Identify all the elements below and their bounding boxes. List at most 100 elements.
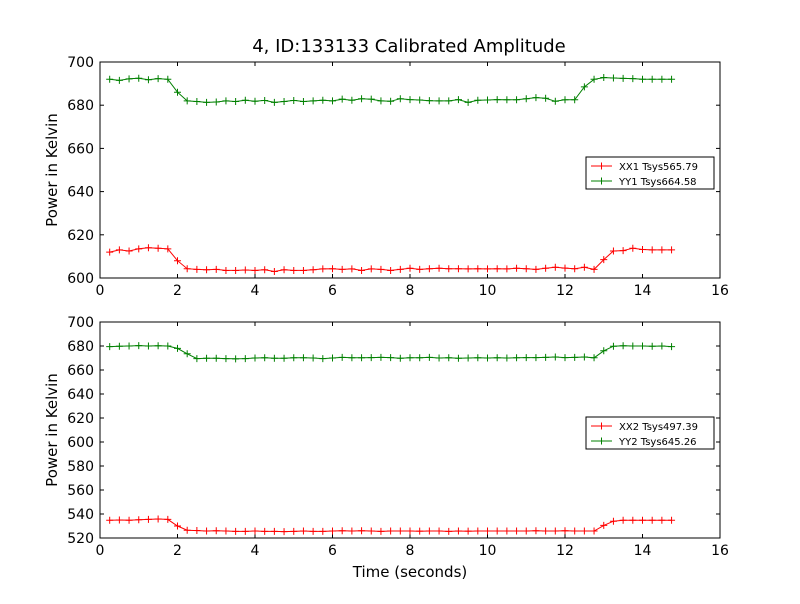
data-point [464, 265, 472, 273]
data-point [241, 266, 249, 274]
data-point [299, 98, 307, 106]
data-point [648, 75, 656, 83]
data-point [425, 527, 433, 535]
data-point [115, 76, 123, 84]
data-point [474, 527, 482, 535]
data-point [561, 96, 569, 104]
data-point [648, 342, 656, 350]
data-point [193, 355, 201, 363]
data-point [532, 94, 540, 102]
data-point [493, 265, 501, 273]
legend-box [585, 156, 715, 190]
data-point [474, 265, 482, 273]
data-point [522, 95, 530, 103]
y-tick-label: 620 [67, 411, 94, 427]
data-point [241, 96, 249, 104]
y-tick-label: 600 [67, 435, 94, 451]
data-point [377, 353, 385, 361]
data-point [203, 266, 211, 274]
data-point [358, 527, 366, 535]
data-point [251, 354, 259, 362]
data-point [135, 74, 143, 82]
x-axis-label: Time (seconds) [352, 563, 468, 581]
data-point [212, 98, 220, 106]
data-point [232, 98, 240, 106]
data-point [639, 75, 646, 83]
data-point [232, 527, 240, 535]
data-point [629, 516, 637, 524]
data-point [639, 342, 646, 350]
x-tick-label: 12 [556, 543, 574, 559]
data-point [561, 264, 569, 272]
data-point [358, 95, 366, 103]
data-point [435, 97, 443, 105]
y-tick-label: 660 [67, 363, 94, 379]
x-tick-label: 8 [406, 283, 415, 299]
data-point [648, 246, 656, 254]
data-point [668, 516, 676, 524]
data-point [387, 354, 395, 362]
series-xx [106, 244, 676, 276]
x-tick-label: 0 [96, 283, 105, 299]
data-point [338, 95, 346, 103]
data-point [648, 516, 656, 524]
data-point [193, 265, 201, 273]
data-point [406, 264, 414, 272]
legend: XX1 Tsys565.79 YY1 Tsys664.58 [585, 156, 715, 190]
data-point [425, 97, 433, 105]
data-point [164, 342, 172, 350]
legend-entry: YY1 Tsys664.58 [618, 177, 697, 188]
data-point [590, 265, 598, 273]
data-point [290, 266, 298, 274]
legend-swatch-marker [598, 177, 605, 185]
data-point [658, 342, 666, 350]
data-point [164, 245, 172, 253]
data-point [329, 265, 336, 273]
data-point [174, 88, 181, 96]
x-tick-label: 16 [711, 543, 729, 559]
data-point [241, 527, 249, 535]
data-point [416, 96, 424, 104]
data-point [135, 342, 143, 350]
data-point [115, 516, 123, 524]
x-tick-label: 2 [173, 283, 182, 299]
data-point [600, 74, 608, 82]
data-point [367, 265, 375, 273]
data-point [280, 266, 288, 274]
data-point [154, 244, 162, 252]
data-point [503, 96, 511, 104]
data-point [125, 342, 133, 350]
data-point [212, 527, 220, 535]
data-point [425, 265, 433, 273]
x-tick-label: 14 [634, 283, 652, 299]
data-point [668, 343, 676, 351]
data-point [416, 265, 424, 273]
x-tick-label: 6 [328, 543, 337, 559]
data-point [629, 244, 637, 252]
data-point [193, 527, 201, 535]
data-point [270, 527, 278, 535]
data-point [542, 353, 550, 361]
data-point [406, 96, 414, 104]
data-point [513, 527, 521, 535]
data-point [154, 342, 162, 350]
data-point [290, 354, 298, 362]
y-tick-label: 580 [67, 459, 94, 475]
data-point [445, 354, 453, 362]
data-point [571, 96, 579, 104]
data-point [290, 527, 298, 535]
data-point [319, 355, 327, 363]
data-point [241, 355, 249, 363]
data-point [106, 75, 114, 83]
data-point [464, 98, 472, 106]
data-point [542, 264, 550, 272]
data-point [493, 354, 501, 362]
data-point [503, 527, 511, 535]
data-point [600, 256, 608, 264]
x-tick-label: 10 [479, 283, 497, 299]
data-point [299, 527, 307, 535]
data-point [377, 265, 385, 273]
data-point [474, 354, 482, 362]
data-point [629, 75, 637, 83]
